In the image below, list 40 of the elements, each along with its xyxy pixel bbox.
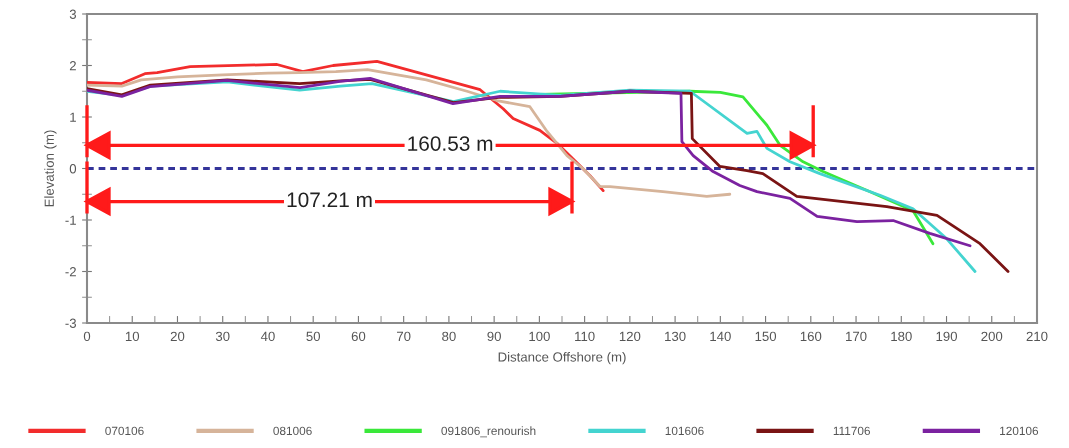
x-tick-label: 180 xyxy=(891,331,912,342)
x-tick-label: 130 xyxy=(665,331,686,342)
y-tick-label: 3 xyxy=(69,9,76,19)
x-tick-label: 20 xyxy=(170,331,185,342)
legend-label: 101606 xyxy=(665,426,704,436)
x-tick-label: 40 xyxy=(260,331,275,342)
y-tick-label: -1 xyxy=(65,215,76,225)
y-tick-label: 1 xyxy=(70,112,76,122)
legend-label: 111706 xyxy=(833,426,870,436)
x-tick-label: 30 xyxy=(215,331,230,342)
y-tick-label: -2 xyxy=(65,267,76,277)
legend-label: 091806_renourish xyxy=(441,426,536,438)
x-tick-label: 190 xyxy=(936,331,958,342)
line-series xyxy=(87,76,972,248)
y-tick-label: 2 xyxy=(69,61,76,71)
x-tick-label: 100 xyxy=(529,331,550,342)
legend-label: 081006 xyxy=(273,426,312,436)
x-tick-label: 90 xyxy=(487,331,501,342)
x-tick-label: 10 xyxy=(125,331,140,342)
x-tick-label: 170 xyxy=(846,331,867,342)
x-tick-label: 150 xyxy=(755,331,777,342)
x-tick-label: 200 xyxy=(981,331,1003,342)
x-tick-label: 140 xyxy=(710,331,731,342)
legend-label: 070106 xyxy=(105,426,144,436)
annotation: 107.21 m xyxy=(287,192,372,208)
x-tick-label: 210 xyxy=(1026,331,1048,342)
x-tick-label: 60 xyxy=(351,331,366,342)
x-tick-label: 160 xyxy=(800,331,822,342)
y-tick-label: -3 xyxy=(65,318,76,328)
x-tick-label: 120 xyxy=(619,331,641,342)
annotation: 160.53 m xyxy=(408,136,493,151)
x-tick-label: 80 xyxy=(442,331,456,342)
y-tick-label: 0 xyxy=(69,164,77,174)
x-axis-title: Distance Offshore (m) xyxy=(498,351,626,365)
legend-label: 120106 xyxy=(1000,426,1039,436)
x-tick-label: 0 xyxy=(83,331,91,342)
x-tick-label: 50 xyxy=(306,331,321,342)
y-axis-title: Elevation (m) xyxy=(44,130,57,207)
x-tick-label: 110 xyxy=(575,331,595,342)
x-tick-label: 70 xyxy=(397,331,411,342)
